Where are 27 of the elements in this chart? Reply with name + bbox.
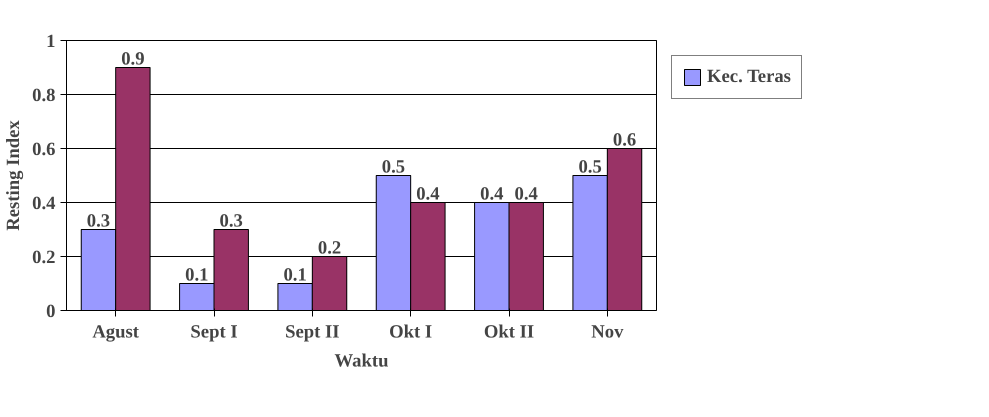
- data-label: 0.4: [480, 184, 504, 204]
- y-tick-label: 0.8: [32, 85, 56, 106]
- y-tick-label: 0.4: [32, 193, 56, 214]
- data-label: 0.9: [121, 48, 145, 70]
- y-axis-title: Resting Index: [3, 120, 24, 231]
- x-tick-label: Sept II: [285, 322, 340, 342]
- y-tick-label: 1: [46, 31, 56, 52]
- y-tick-label: 0: [46, 301, 56, 322]
- data-label: 0.4: [416, 184, 440, 204]
- y-tick-label: 0.2: [32, 247, 56, 268]
- data-label: 0.3: [86, 210, 110, 232]
- x-tick-label: Sept I: [190, 322, 238, 342]
- x-tick-label: Okt I: [389, 322, 432, 342]
- data-label: 0.1: [283, 264, 307, 286]
- x-tick-label: Okt II: [484, 322, 534, 342]
- y-tick-label: 0.6: [32, 139, 56, 160]
- x-tick-label: Nov: [591, 322, 624, 342]
- data-label: 0.6: [612, 130, 636, 150]
- data-label: 0.4: [514, 184, 538, 204]
- data-label: 0.3: [220, 210, 243, 232]
- legend-label: Kec. Teras: [707, 66, 791, 88]
- data-label: 0.5: [382, 156, 406, 178]
- x-axis-title: Waktu: [334, 350, 388, 372]
- data-label: 0.5: [578, 156, 602, 178]
- data-label: 0.2: [318, 238, 342, 258]
- x-tick-label: Agust: [92, 322, 140, 342]
- data-label: 0.1: [185, 264, 208, 286]
